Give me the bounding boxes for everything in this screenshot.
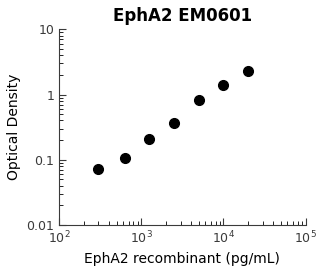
X-axis label: EphA2 recombinant (pg/mL): EphA2 recombinant (pg/mL) [85,252,280,266]
Title: EphA2 EM0601: EphA2 EM0601 [113,7,252,25]
Y-axis label: Optical Density: Optical Density [7,74,21,180]
